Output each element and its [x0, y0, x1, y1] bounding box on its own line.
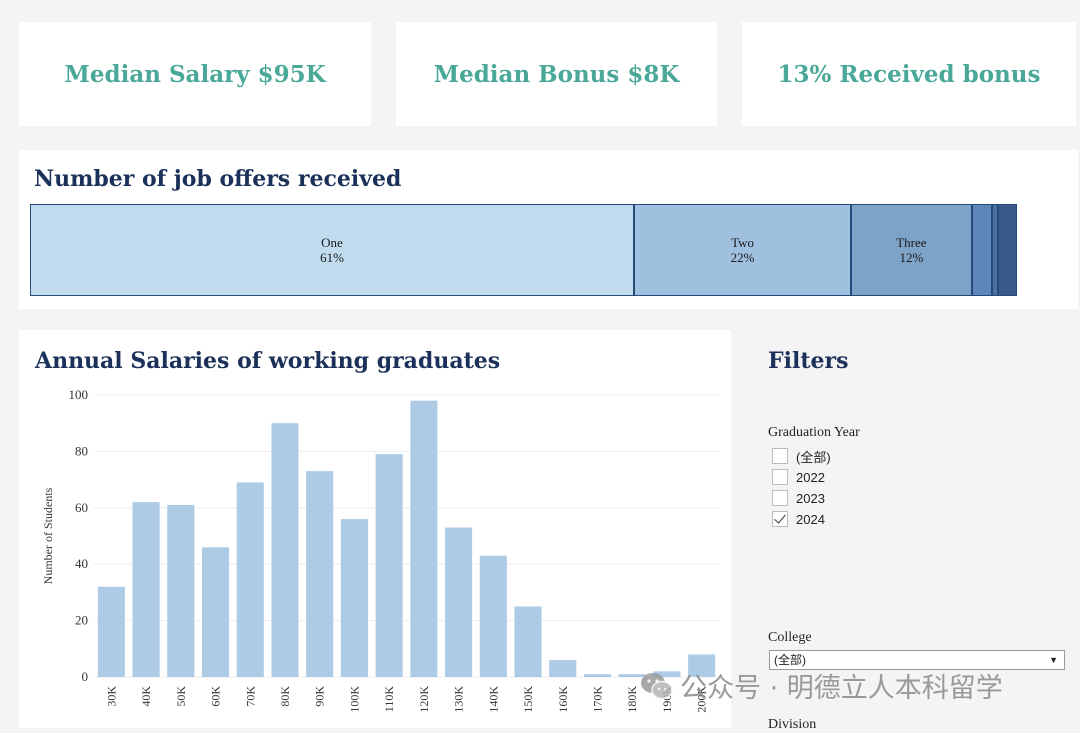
- checkbox-2024[interactable]: [772, 511, 788, 527]
- x-tick-label: 70K: [243, 686, 257, 707]
- y-tick-label: 60: [75, 500, 88, 515]
- division-label: Division: [768, 717, 816, 733]
- median-salary-kpi: Median Salary $95K: [19, 22, 371, 126]
- option-label: 2023: [796, 491, 825, 506]
- salary-bar: [514, 607, 541, 678]
- x-tick-label: 40K: [139, 686, 153, 707]
- checkbox-2023[interactable]: [772, 490, 788, 506]
- offers-segment-label: One: [31, 235, 633, 250]
- offers-segment-label: Two: [635, 235, 850, 250]
- offers-segment-one[interactable]: One 61%: [30, 204, 634, 296]
- offers-segment-percent: 12%: [852, 250, 970, 265]
- checkbox-all[interactable]: [772, 448, 788, 464]
- x-tick-label: 130K: [452, 686, 466, 713]
- watermark: 公众号 · 明德立人本科留学: [640, 666, 1003, 705]
- x-tick-label: 180K: [625, 686, 639, 713]
- salary-bar: [98, 587, 125, 677]
- x-tick-label: 140K: [486, 686, 500, 713]
- x-tick-label: 60K: [209, 686, 223, 707]
- salary-bar: [410, 401, 437, 677]
- offers-segment-percent: 61%: [31, 250, 633, 265]
- graduation-year-option-2024[interactable]: 2024: [772, 510, 825, 528]
- x-tick-label: 80K: [278, 686, 292, 707]
- salary-bar: [133, 502, 160, 677]
- job-offers-title: Number of job offers received: [34, 166, 401, 192]
- graduation-year-option-2022[interactable]: 2022: [772, 468, 825, 486]
- graduation-year-option-2023[interactable]: 2023: [772, 489, 825, 507]
- x-tick-label: 150K: [521, 686, 535, 713]
- option-label: 2024: [796, 512, 825, 527]
- salary-bar: [271, 423, 298, 677]
- salary-bar: [549, 660, 576, 677]
- x-tick-label: 100K: [347, 686, 361, 713]
- graduation-year-label: Graduation Year: [768, 425, 860, 441]
- offers-segment-more-5[interactable]: [998, 204, 1017, 296]
- x-tick-label: 90K: [313, 686, 327, 707]
- y-tick-label: 20: [75, 613, 88, 628]
- college-label: College: [768, 630, 812, 646]
- y-axis-label: Number of Students: [41, 487, 55, 584]
- x-tick-label: 110K: [382, 686, 396, 713]
- x-tick-label: 170K: [590, 686, 604, 713]
- salary-bar: [306, 471, 333, 677]
- college-selected-value: (全部): [774, 653, 806, 667]
- offers-segment-label: Three: [852, 235, 970, 250]
- watermark-text: 公众号 · 明德立人本科留学: [680, 666, 1003, 705]
- salary-chart-panel: Annual Salaries of working graduates 0 20…: [19, 330, 731, 728]
- y-tick-label: 80: [75, 443, 88, 458]
- salary-bar: [445, 528, 472, 677]
- offers-segment-more-3[interactable]: [972, 204, 993, 296]
- y-tick-label: 0: [82, 669, 89, 684]
- y-tick-label: 40: [75, 556, 88, 571]
- salary-bar: [167, 505, 194, 677]
- option-label: 2022: [796, 470, 825, 485]
- received-bonus-kpi: 13% Received bonus: [742, 22, 1076, 126]
- offers-segment-percent: 22%: [635, 250, 850, 265]
- salary-bar: [376, 454, 403, 677]
- x-tick-label: 120K: [417, 686, 431, 713]
- salary-bar: [480, 556, 507, 677]
- option-label: (全部): [796, 447, 831, 466]
- salary-bar: [584, 674, 611, 677]
- salary-bar: [202, 547, 229, 677]
- offers-segment-three[interactable]: Three 12%: [851, 204, 971, 296]
- job-offers-bar: One 61% Two 22% Three 12%: [30, 204, 1017, 296]
- job-offers-panel: Number of job offers received One 61% Two 2…: [19, 150, 1078, 309]
- offers-segment-two[interactable]: Two 22%: [634, 204, 851, 296]
- graduation-year-option-all[interactable]: (全部): [772, 447, 831, 465]
- dropdown-arrow-icon: ▼: [1049, 651, 1058, 669]
- x-tick-label: 30K: [104, 686, 118, 707]
- salary-bar: [341, 519, 368, 677]
- filters-title: Filters: [768, 348, 848, 374]
- salary-histogram: 0 20 40 60 80 100 Number of Students 30K 40K 50K 6…: [19, 330, 731, 728]
- median-bonus-kpi: Median Bonus $8K: [396, 22, 717, 126]
- y-tick-label: 100: [69, 387, 89, 402]
- x-tick-label: 50K: [174, 686, 188, 707]
- checkbox-2022[interactable]: [772, 469, 788, 485]
- salary-bar: [237, 482, 264, 677]
- wechat-icon: [640, 671, 674, 701]
- x-tick-label: 160K: [556, 686, 570, 713]
